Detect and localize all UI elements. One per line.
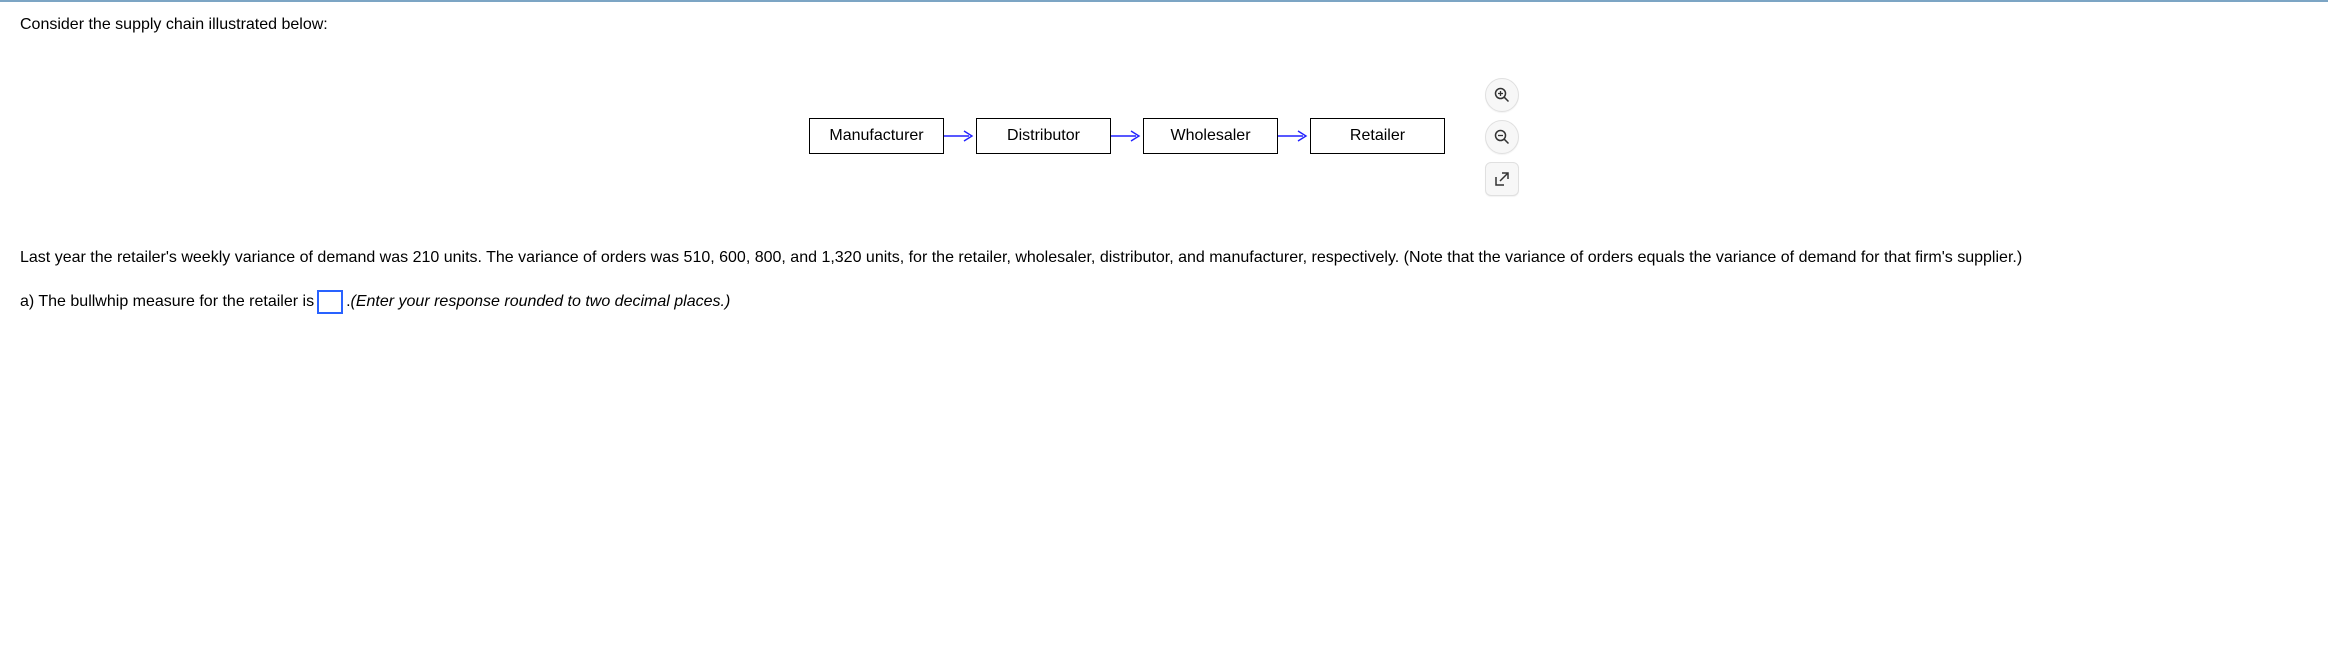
arrow-icon <box>1278 129 1310 143</box>
body-paragraph: Last year the retailer's weekly variance… <box>20 246 2308 270</box>
question-line: a) The bullwhip measure for the retailer… <box>20 290 2308 314</box>
node-manufacturer: Manufacturer <box>809 118 944 154</box>
intro-text: Consider the supply chain illustrated be… <box>20 16 2308 34</box>
diagram-area: Manufacturer Distributor Wholesaler <box>20 74 2308 196</box>
zoom-out-icon <box>1494 129 1510 145</box>
expand-icon <box>1494 171 1510 187</box>
node-distributor: Distributor <box>976 118 1111 154</box>
node-retailer: Retailer <box>1310 118 1445 154</box>
arrow-icon <box>1111 129 1143 143</box>
node-wholesaler: Wholesaler <box>1143 118 1278 154</box>
image-tool-buttons <box>1485 74 1519 196</box>
question-content: Consider the supply chain illustrated be… <box>0 2 2328 328</box>
expand-button[interactable] <box>1485 162 1519 196</box>
zoom-in-button[interactable] <box>1485 78 1519 112</box>
question-text-before: a) The bullwhip measure for the retailer… <box>20 290 314 314</box>
zoom-in-icon <box>1494 87 1510 103</box>
answer-input[interactable] <box>317 290 343 314</box>
zoom-out-button[interactable] <box>1485 120 1519 154</box>
arrow-icon <box>944 129 976 143</box>
supply-chain-flowchart: Manufacturer Distributor Wholesaler <box>809 74 1445 154</box>
question-hint: (Enter your response rounded to two deci… <box>351 290 731 314</box>
